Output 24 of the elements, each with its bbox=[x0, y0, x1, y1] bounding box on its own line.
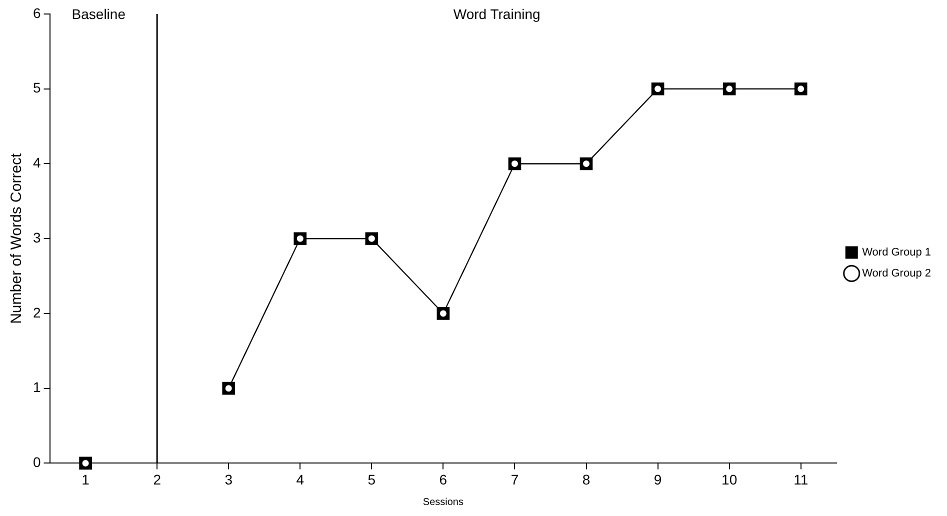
x-tick-label: 9 bbox=[654, 471, 662, 488]
y-tick-label: 2 bbox=[32, 304, 41, 320]
y-tick-label: 3 bbox=[32, 229, 41, 246]
x-tick-label: 2 bbox=[153, 471, 162, 488]
y-tick-label: 0 bbox=[32, 454, 41, 470]
legend-label: Word Group 1 bbox=[862, 246, 932, 259]
x-tick-label: 7 bbox=[510, 471, 519, 488]
y-tick-label: 6 bbox=[32, 4, 41, 21]
x-tick-label: 3 bbox=[224, 471, 233, 488]
x-tick-label: 1 bbox=[82, 471, 90, 488]
y-tick-label: 1 bbox=[32, 379, 41, 396]
x-axis-title: Sessions bbox=[422, 496, 464, 508]
legend-label: Word Group 2 bbox=[862, 268, 932, 280]
x-tick-label: 10 bbox=[722, 471, 738, 488]
x-tick-label: 6 bbox=[439, 471, 448, 488]
x-tick-label: 5 bbox=[368, 471, 376, 488]
x-tick-label: 11 bbox=[794, 471, 808, 488]
y-tick-label: 4 bbox=[32, 154, 41, 171]
y-tick-label: 5 bbox=[32, 80, 41, 96]
annotation: Word Training bbox=[453, 6, 540, 22]
y-axis-title: Number of Words Correct bbox=[8, 152, 26, 324]
x-tick-label: 4 bbox=[296, 471, 304, 488]
x-tick-label: 8 bbox=[582, 471, 590, 488]
annotation: Baseline bbox=[72, 6, 126, 22]
